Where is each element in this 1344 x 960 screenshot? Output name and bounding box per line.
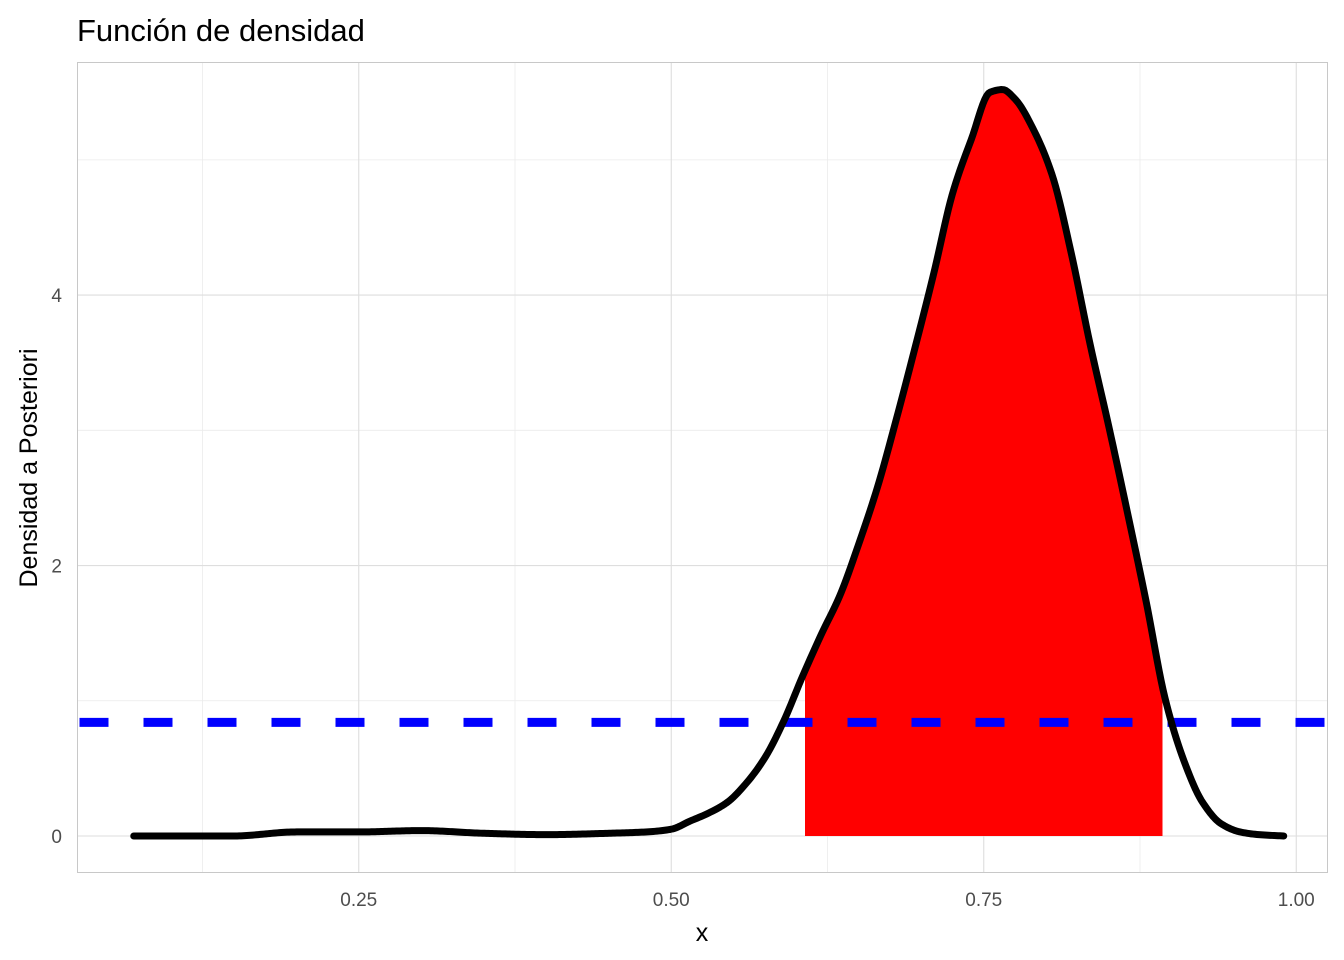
x-axis-label: x [696,919,709,947]
y-tick-label: 4 [51,286,62,307]
x-tick-label: 0.75 [965,890,1002,911]
x-axis-ticks: 0.25 0.50 0.75 1.00 [340,890,1314,911]
y-tick-label: 0 [51,827,62,848]
y-axis-ticks: 0 2 4 [51,286,62,848]
x-tick-label: 1.00 [1278,890,1315,911]
x-tick-label: 0.25 [340,890,377,911]
plot-area [77,86,1328,840]
y-axis-label: Densidad a Posteriori [15,348,43,587]
chart-title: Función de densidad [77,13,365,48]
plot-border [77,62,1328,873]
y-tick-label: 2 [51,557,62,578]
x-tick-label: 0.50 [653,890,690,911]
density-curve [130,86,1288,840]
